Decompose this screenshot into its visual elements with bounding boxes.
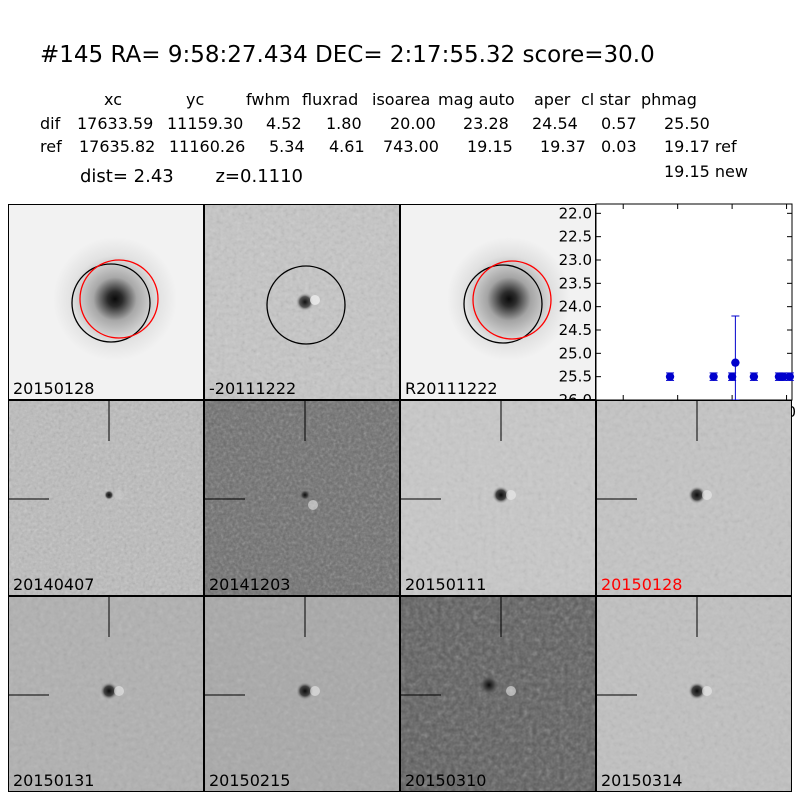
panel-label: 20150128 <box>13 379 95 398</box>
image-panel-new: 20150128 <box>8 204 204 400</box>
y-tick-label: 23.5 <box>559 274 592 292</box>
stamp-date-label: 20150128 <box>601 575 683 594</box>
header-aper: aper <box>534 90 571 109</box>
dif-xc: 17633.59 <box>77 114 154 133</box>
image-panel-diff: -20111222 <box>204 204 400 400</box>
data-point <box>779 372 788 381</box>
ref-cl-star: 0.03 <box>601 137 637 156</box>
stamp-image <box>401 597 595 791</box>
dif-phmag: 25.50 <box>664 114 710 133</box>
ref-fluxrad: 4.61 <box>329 137 365 156</box>
stamp-image <box>9 597 203 791</box>
dif-cl-star: 0.57 <box>601 114 637 133</box>
stamp-panel: 20140407 <box>8 400 204 596</box>
header-yc: yc <box>186 90 205 109</box>
row-label-dif: dif <box>40 114 61 133</box>
panel-label: R20111222 <box>405 379 498 398</box>
plot-frame <box>595 203 793 401</box>
stamp-panel: 20150215 <box>204 596 400 792</box>
ref-fwhm: 5.34 <box>269 137 305 156</box>
stamp-panel: 20141203 <box>204 400 400 596</box>
data-point <box>727 372 737 381</box>
data-point <box>709 372 718 381</box>
data-point <box>731 358 740 367</box>
header-phmag: phmag <box>641 90 697 109</box>
aperture-circle-black <box>266 265 346 345</box>
data-point <box>749 372 759 381</box>
y-tick-label: 24.5 <box>559 321 592 339</box>
dif-fwhm: 4.52 <box>266 114 302 133</box>
ref-aper: 19.37 <box>540 137 586 156</box>
data-point <box>785 372 795 381</box>
difference-image <box>205 205 399 399</box>
stamp-panel: 20150310 <box>400 596 596 792</box>
ref-yc: 11160.26 <box>169 137 246 156</box>
aperture-circle-red <box>79 259 159 339</box>
stamp-image <box>597 597 791 791</box>
stamp-date-label: 20150310 <box>405 771 487 790</box>
distance-redshift-line: dist= 2.43 z=0.1110 <box>80 166 339 187</box>
dist-value: dist= 2.43 <box>80 166 174 187</box>
row-label-ref: ref <box>40 137 62 156</box>
header-fwhm: fwhm <box>246 90 291 109</box>
stamp-panel: 20150314 <box>596 596 792 792</box>
header-isoarea: isoarea <box>372 90 431 109</box>
galaxy-image <box>9 205 203 399</box>
y-tick-label: 22.5 <box>559 228 592 246</box>
ref-phmag: 19.17 ref <box>664 137 737 156</box>
light-curve-svg: 22.022.523.023.524.024.525.025.526.0−100… <box>559 203 796 421</box>
panel-label: -20111222 <box>209 379 297 398</box>
stamp-date-label: 20141203 <box>209 575 291 594</box>
stamp-date-label: 20140407 <box>13 575 95 594</box>
stamp-image <box>401 401 595 595</box>
phmag-new: 19.15 new <box>664 162 748 181</box>
header-mag-auto: mag auto <box>438 90 515 109</box>
ref-xc: 17635.82 <box>79 137 156 156</box>
dif-mag-auto: 23.28 <box>463 114 509 133</box>
stamp-date-label: 20150314 <box>601 771 683 790</box>
ref-isoarea: 743.00 <box>383 137 439 156</box>
stamp-image <box>9 401 203 595</box>
image-panel-ref: R20111222 <box>400 204 596 400</box>
stamp-panel: 20150111 <box>400 400 596 596</box>
dif-aper: 24.54 <box>532 114 578 133</box>
y-tick-label: 22.0 <box>559 204 592 222</box>
dif-fluxrad: 1.80 <box>326 114 362 133</box>
candidate-title: #145 RA= 9:58:27.434 DEC= 2:17:55.32 sco… <box>40 42 655 68</box>
stamp-date-label: 20150215 <box>209 771 291 790</box>
stamp-image <box>597 401 791 595</box>
dif-yc: 11159.30 <box>167 114 244 133</box>
redshift-value: z=0.1110 <box>215 166 303 187</box>
y-tick-label: 25.0 <box>559 344 592 362</box>
header-xc: xc <box>104 90 122 109</box>
stamp-image <box>205 401 399 595</box>
y-tick-label: 25.5 <box>559 368 592 386</box>
dif-isoarea: 20.00 <box>390 114 436 133</box>
aperture-circle-black <box>71 263 151 343</box>
data-point <box>665 372 675 381</box>
galaxy-image <box>401 205 595 399</box>
ref-mag-auto: 19.15 <box>467 137 513 156</box>
light-curve-plot: 22.022.523.023.524.024.525.025.526.0−100… <box>559 203 796 421</box>
stamp-date-label: 20150111 <box>405 575 487 594</box>
aperture-circle-black <box>463 264 543 344</box>
aperture-circle-red <box>472 260 552 340</box>
header-cl-star: cl star <box>581 90 631 109</box>
stamp-image <box>205 597 399 791</box>
y-tick-label: 23.0 <box>559 251 592 269</box>
y-tick-label: 24.0 <box>559 298 592 316</box>
header-fluxrad: fluxrad <box>302 90 359 109</box>
stamp-date-label: 20150131 <box>13 771 95 790</box>
stamp-panel: 20150128 <box>596 400 792 596</box>
stamp-panel: 20150131 <box>8 596 204 792</box>
